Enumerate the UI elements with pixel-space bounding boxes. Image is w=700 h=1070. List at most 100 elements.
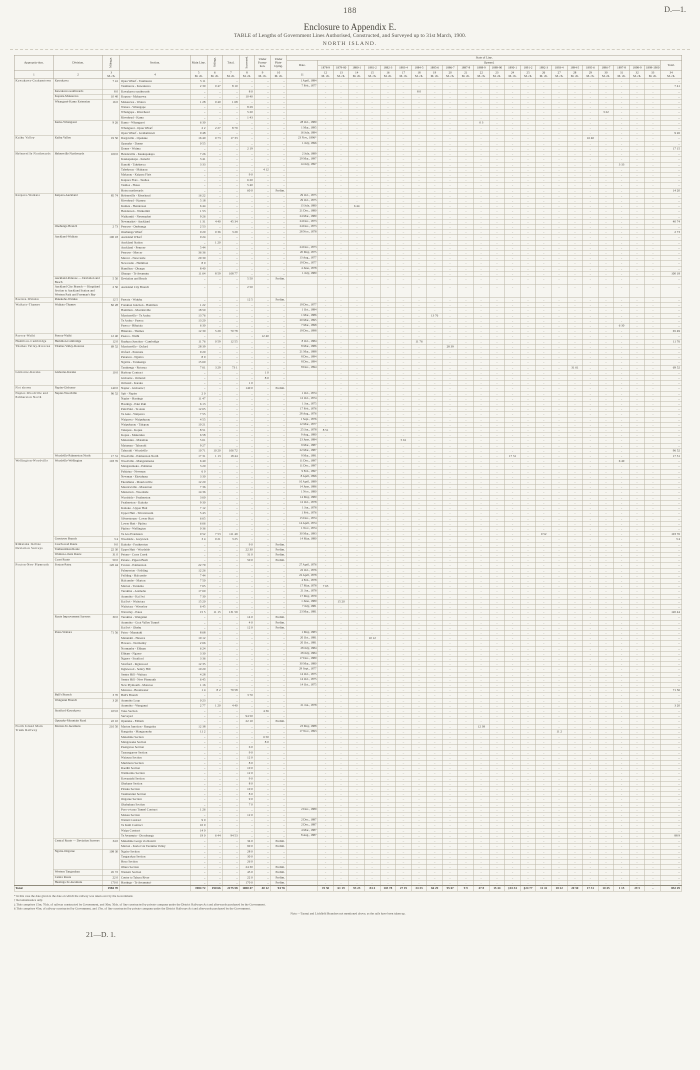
table-row: Featherston - Kaitoke 9 30.......... 12 Oc… — [14, 500, 682, 506]
year-cell: .. — [535, 276, 552, 286]
table-row: Riverhead - Kumeu 5 18.......... 29 Oct., … — [14, 198, 682, 204]
date-header: Date. — [286, 60, 319, 71]
mileage-cell: 71 56 — [102, 630, 121, 694]
column-number: 2 — [53, 70, 103, 79]
mileage-cell: 10 40 — [102, 94, 121, 100]
year-cell: .. — [410, 276, 428, 286]
mileage-cell: 3 20 — [102, 697, 121, 709]
year-cell: .. — [520, 284, 537, 298]
sidings-cell: .. — [206, 284, 223, 298]
date-opened-cell — [286, 276, 319, 286]
division-cell: Marton-Te Awamutu — [53, 723, 103, 839]
division-cell: Kamo-Whangarei — [53, 120, 103, 137]
column-number: 26 M. ch. — [535, 70, 552, 79]
table-row: Eketahuna - Mauriceville 12 20.......... 1… — [14, 479, 682, 486]
division-cell: Helensville Northwards — [53, 151, 103, 194]
main-line-cell: 11 47 — [189, 396, 208, 402]
table-row: Makarau - Kaipara Flats...... 9 0........… — [14, 172, 682, 178]
table-row: Auckland-Waikato 100 18 Auckland Wharf 0 24… — [14, 234, 682, 277]
sidings-header: Sidings. — [206, 55, 223, 71]
lengths-table-wrapper: Appropria-tion. Division. Mileage. Section.… — [13, 55, 683, 916]
table-row: Auckland City Branch — Kingsland Section… — [14, 284, 682, 298]
table-row: Kaipara Flats - Tauhoa...... 6 20........… — [14, 177, 682, 184]
mileage-cell: 69 52 — [102, 344, 121, 371]
division-cell: Waikato-Thames — [53, 302, 103, 335]
appropriation-cell: Foxton-New Plymouth — [13, 562, 54, 725]
year-cell: .. — [551, 276, 568, 286]
appropriation-cell: Waikato-Thames — [13, 302, 54, 335]
table-row: Ormond - Karaka...... 1 0................… — [14, 380, 682, 387]
table-row: Tarukenga - Rotorua 7 61 3 29 73 1...... 8 D… — [14, 364, 682, 371]
mileage-cell: 16 0 — [102, 99, 121, 121]
year-cell: .. — [379, 284, 396, 298]
column-number: 8 M. ch. — [239, 70, 255, 79]
appropriation-cell: Gisborne-Karaka — [13, 370, 54, 387]
section-cell: Auckland City Branch — [119, 284, 191, 298]
year-cell: .. — [551, 284, 568, 298]
table-row: Ngatira - Tarukenga 15 60.......... 8 Dec.… — [14, 359, 682, 366]
main-line-cell: 12 20 — [189, 479, 208, 486]
total-cell: 108 77 — [222, 271, 240, 277]
column-number: 20 M. ch. — [442, 70, 459, 79]
division-cell: Foxton-Patea — [53, 562, 103, 616]
year-cell: .. — [488, 284, 505, 298]
appropriation-cell: Kaihu Valley — [13, 135, 54, 152]
appropriation-header: Appropria-tion. — [13, 55, 54, 71]
year-cell: .. — [442, 276, 459, 286]
year-cell: .. — [629, 284, 646, 298]
under-formation-cell: .. — [254, 284, 271, 298]
mileage-cell: 85 74 — [102, 192, 121, 225]
total-cell: 12 55 — [222, 338, 240, 345]
table-row: Kanohi - Tahekeroa 3 33.......... 14 July,… — [14, 161, 682, 168]
division-cell: Auckland-Waikato — [53, 234, 103, 277]
year-cell: .. — [333, 284, 350, 298]
table-row: Kaitoke - Upper Hutt 7 12.......... 1 Jan.… — [14, 505, 682, 512]
year-cell: .. — [644, 276, 661, 286]
lengths-table: Appropria-tion. Division. Mileage. Section.… — [13, 55, 683, 892]
section-header: Section. — [119, 55, 191, 71]
year-cell: .. — [395, 284, 412, 298]
table-row: Paeroa-Waihi Paeroa-Waihi 12 40 Paeroa - Wa… — [13, 333, 682, 340]
table-row: Newman - Eketahuna 3 30.......... 8 April,… — [14, 474, 682, 480]
appropriation-cell: Rimutaka Incline Deviation Surveys — [13, 541, 54, 564]
year-cell: .. — [317, 284, 334, 298]
year-cell: .. — [504, 276, 521, 286]
mileage-cell: 210 50 — [102, 723, 121, 839]
division-cell: Auckland City Branch — Kingsland Section… — [53, 284, 103, 298]
table-row: Waipukurau - Takapau 10 21.......... 12 Ma… — [14, 422, 682, 428]
total-cell: 17 33 — [222, 135, 240, 142]
mileage-cell: 140 0 — [102, 385, 121, 392]
opened-total-cell: .. — [660, 276, 682, 286]
column-number: 14 M. ch. — [348, 70, 365, 79]
under-formation-cell: .. — [254, 276, 271, 286]
table-row: Wellington-Woodville Woodville-Wellington… — [13, 458, 682, 543]
mileage-cell: 82 28 — [102, 302, 121, 335]
year-cell: .. — [442, 284, 459, 298]
year-cell: .. — [379, 276, 396, 286]
table-row: Woodville-Palmerston North 17 31 Woodville… — [14, 453, 682, 460]
table-row: Hoteo northwards...... 60 0.. Prelim......… — [14, 187, 682, 194]
column-number: 13 M. ch. — [333, 70, 350, 79]
column-number: 11 — [286, 70, 319, 79]
year-cell: .. — [333, 276, 350, 286]
year-cell: .. — [348, 284, 365, 298]
appropriation-cell: Hamilton-Cambridge — [13, 338, 54, 345]
mileage-cell: 9 26 — [102, 120, 121, 137]
year-cell: .. — [582, 276, 599, 286]
column-number: 32 M. ch. — [629, 70, 646, 79]
total-header: Total. — [222, 55, 240, 71]
table-row: Kaihu Valley Kaihu Valley 19 50 Dargaville … — [13, 135, 682, 152]
year-cell: .. — [613, 276, 630, 286]
table-row: Masterton - Woodside 14 36.......... 1 Nov… — [14, 489, 682, 496]
year-cell: .. — [597, 276, 615, 286]
table-row: Matamau - Tahoraiti 9 27.......... 9 Mar.,… — [14, 442, 682, 449]
mileage-cell: 30 0 — [102, 614, 121, 631]
column-number: 5 M. ch. — [189, 70, 208, 79]
column-number: 10 M. ch. — [270, 70, 287, 79]
opened-total-header: Total. — [660, 60, 682, 71]
surveyed-header: Surveyed. — [239, 55, 255, 71]
main-line-cell: .. — [189, 284, 208, 298]
year-cell: .. — [504, 284, 521, 298]
total-cell: 70 78 — [222, 328, 240, 335]
column-number: 24 M. ch. — [504, 70, 521, 79]
